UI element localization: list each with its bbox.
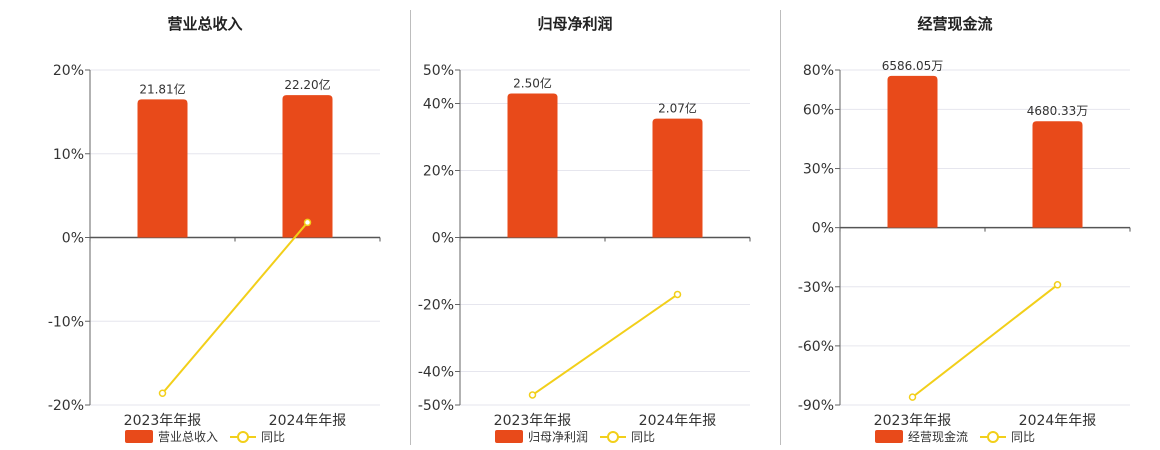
chart-plot-cash-flow: 80% 60% 30% 0% -30% -60% -90% 6586.05万 4680.33万 2… <box>798 59 1131 429</box>
y-tick-label: -30% <box>798 280 834 296</box>
yoy-point <box>908 393 917 401</box>
legend-line-label: 同比 <box>1011 430 1036 444</box>
y-tick-label: 20% <box>423 164 454 180</box>
legend-line-icon <box>980 430 1006 443</box>
x-tick-label: 2024年年报 <box>639 413 717 429</box>
legend-bar-swatch <box>874 430 903 443</box>
bar-data-label: 4680.33万 <box>1027 104 1089 118</box>
y-tick-label: 40% <box>423 97 454 113</box>
bar <box>1032 121 1083 228</box>
legend-bar-label: 归母净利润 <box>527 430 588 444</box>
y-tick-label: 20% <box>53 63 84 79</box>
x-tick-label: 2023年年报 <box>874 413 952 429</box>
yoy-point <box>673 290 682 299</box>
bar-data-label: 21.81亿 <box>139 81 185 96</box>
legend-bar-label: 经营现金流 <box>907 430 968 444</box>
yoy-point <box>528 391 537 399</box>
y-tick-label: 50% <box>423 63 454 79</box>
legend: 经营现金流 同比 <box>750 428 1160 445</box>
y-tick-label: -50% <box>418 398 454 414</box>
yoy-point <box>303 218 312 227</box>
y-tick-label: -20% <box>48 398 84 414</box>
legend-line-icon <box>230 430 256 443</box>
bar <box>137 99 188 238</box>
y-tick-label: 0% <box>62 231 84 247</box>
x-tick-label: 2023年年报 <box>124 413 202 429</box>
legend-line-label: 同比 <box>261 430 286 444</box>
legend-line-icon <box>600 430 626 443</box>
chart-plot-revenue: 20% 10% 0% -10% -20% 21.81亿 22.20亿 2023年年报 2024年… <box>48 63 381 429</box>
legend-bar-swatch <box>494 430 523 443</box>
panel-divider <box>780 10 781 445</box>
x-tick-label: 2024年年报 <box>269 413 347 429</box>
legend-bar-label: 营业总收入 <box>157 430 218 444</box>
yoy-point <box>158 389 167 398</box>
x-tick-label: 2023年年报 <box>494 413 572 429</box>
bar <box>652 118 703 238</box>
yoy-point <box>1053 281 1062 289</box>
panel-divider <box>410 10 411 445</box>
yoy-line <box>531 293 679 396</box>
y-tick-label: 30% <box>803 162 834 178</box>
chart-panel-cash-flow: 经营现金流 80% 60% 30% 0% -30% -60% -90% 6586.05万 468… <box>750 0 1160 450</box>
y-tick-label: -10% <box>48 314 84 330</box>
bar <box>507 93 558 238</box>
y-tick-label: 10% <box>53 147 84 163</box>
y-tick-label: -60% <box>798 339 834 355</box>
y-tick-label: -40% <box>418 365 454 381</box>
legend: 归母净利润 同比 <box>370 428 780 445</box>
legend: 营业总收入 同比 <box>0 428 410 445</box>
legend-bar-swatch <box>124 430 153 443</box>
x-tick-label: 2024年年报 <box>1019 413 1097 429</box>
y-tick-label: 80% <box>803 63 834 79</box>
bar-data-label: 2.07亿 <box>658 101 697 116</box>
chart-title: 营业总收入 <box>167 15 243 33</box>
y-tick-label: 0% <box>432 231 454 247</box>
bar-data-label: 22.20亿 <box>284 77 330 92</box>
bar-data-label: 2.50亿 <box>513 75 552 90</box>
yoy-line <box>161 221 309 394</box>
bar-data-label: 6586.05万 <box>882 59 944 73</box>
chart-title: 经营现金流 <box>917 15 993 33</box>
legend-line-label: 同比 <box>631 430 656 444</box>
chart-plot-net-profit: 50% 40% 20% 0% -20% -40% -50% 2.50亿 2.07亿 2023年年报… <box>418 63 751 429</box>
y-tick-label: -90% <box>798 398 834 414</box>
bar <box>282 95 333 238</box>
y-tick-label: -20% <box>418 298 454 314</box>
y-tick-label: 0% <box>812 221 834 237</box>
bar <box>887 75 938 228</box>
yoy-line <box>911 284 1059 398</box>
chart-panel-revenue: 营业总收入 20% 10% 0% -10% -20% 21.81亿 22.20亿 2023年年… <box>0 0 410 450</box>
chart-panel-net-profit: 归母净利润 50% 40% 20% 0% -20% -40% -50% 2.50亿 2.07亿 2… <box>370 0 780 450</box>
chart-title: 归母净利润 <box>537 15 613 33</box>
y-tick-label: 60% <box>803 102 834 118</box>
